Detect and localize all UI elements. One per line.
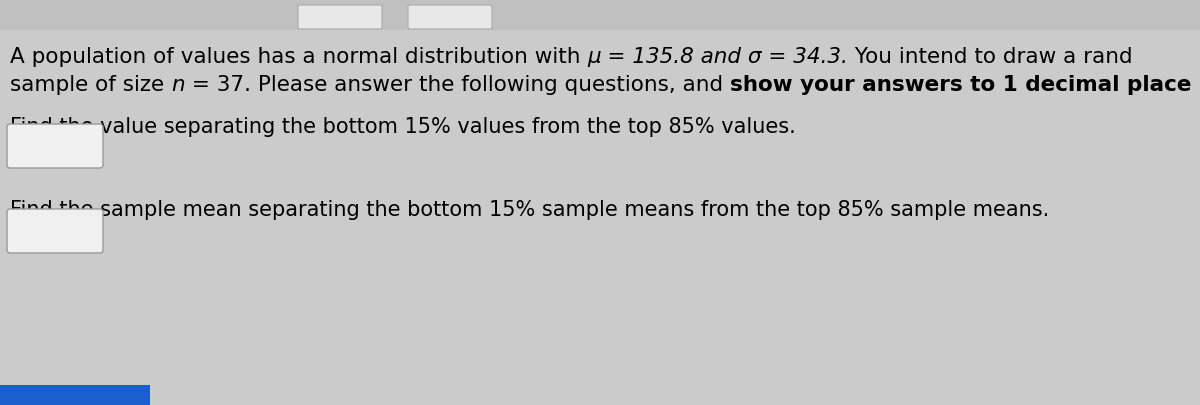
Text: You intend to draw a rand: You intend to draw a rand — [848, 47, 1133, 67]
FancyBboxPatch shape — [408, 5, 492, 29]
FancyBboxPatch shape — [7, 124, 103, 168]
FancyBboxPatch shape — [7, 209, 103, 253]
Text: show your answers to 1 decimal place: show your answers to 1 decimal place — [730, 75, 1192, 95]
Text: = 37. Please answer the following questions, and: = 37. Please answer the following questi… — [185, 75, 730, 95]
Bar — [0, 385, 150, 405]
Text: Find the sample mean separating the bottom 15% sample means from the top 85% sam: Find the sample mean separating the bott… — [10, 200, 1049, 220]
FancyBboxPatch shape — [298, 5, 382, 29]
Text: n: n — [172, 75, 185, 95]
Bar — [0, 0, 1200, 30]
Text: Find the value separating the bottom 15% values from the top 85% values.: Find the value separating the bottom 15%… — [10, 117, 796, 137]
Text: sample of size: sample of size — [10, 75, 172, 95]
Text: μ = 135.8 and σ = 34.3.: μ = 135.8 and σ = 34.3. — [587, 47, 848, 67]
Text: A population of values has a normal distribution with: A population of values has a normal dist… — [10, 47, 587, 67]
